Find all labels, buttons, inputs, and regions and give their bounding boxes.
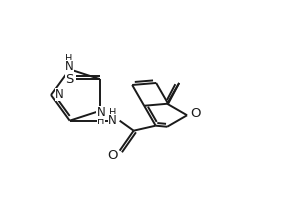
Text: S: S — [65, 73, 73, 86]
Text: H: H — [97, 116, 104, 126]
Text: N: N — [97, 106, 105, 119]
Text: N: N — [55, 88, 63, 100]
Text: N: N — [65, 60, 74, 73]
Text: O: O — [107, 149, 118, 162]
Text: O: O — [190, 107, 200, 120]
Text: N: N — [108, 114, 117, 127]
Text: H: H — [109, 108, 116, 118]
Text: H: H — [65, 54, 72, 64]
